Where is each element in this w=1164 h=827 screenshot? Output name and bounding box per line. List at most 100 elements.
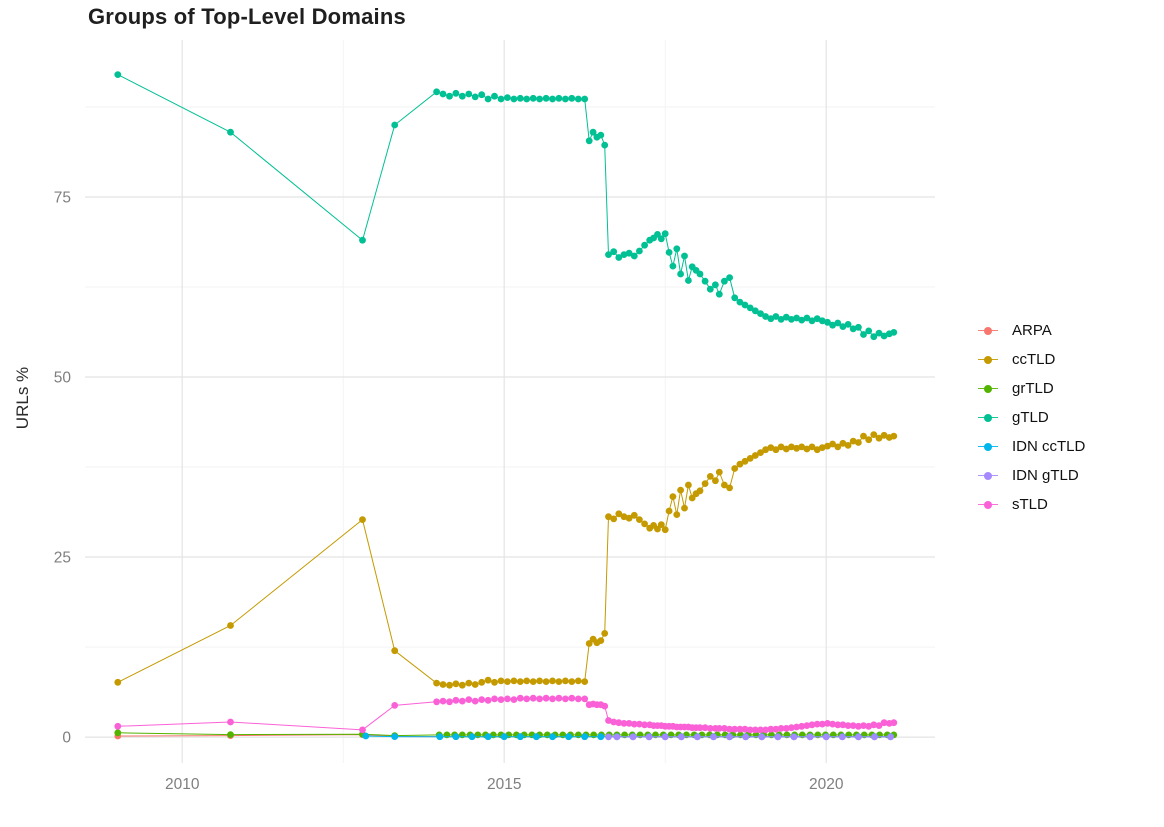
data-point-cctld: [803, 445, 811, 453]
data-point-cctld: [824, 442, 831, 450]
data-point-stld: [446, 698, 453, 706]
data-point-gtld: [452, 89, 460, 97]
data-point-cctld: [880, 431, 888, 439]
data-point-idn-gtld: [661, 733, 669, 741]
data-point-stld: [855, 722, 862, 730]
data-point-cctld: [726, 484, 733, 492]
series-line-cctld: [117, 433, 894, 686]
y-tick-label: 75: [54, 190, 71, 207]
data-point-cctld: [458, 681, 466, 689]
data-point-idn-cctld: [468, 733, 476, 741]
data-point-stld: [701, 724, 709, 732]
data-point-gtld: [657, 235, 665, 243]
data-point-gtld: [736, 298, 744, 306]
data-point-gtld: [484, 95, 492, 103]
data-point-stld: [484, 696, 492, 704]
data-point-cctld: [601, 630, 609, 637]
data-point-gtld: [726, 274, 733, 281]
data-point-gtld: [549, 95, 556, 103]
data-point-cctld: [549, 677, 556, 685]
legend-label: ccTLD: [1012, 351, 1056, 368]
data-point-gtld: [523, 95, 531, 103]
data-point-stld: [777, 725, 785, 732]
data-point-gtld: [581, 95, 589, 103]
data-point-stld: [504, 695, 511, 703]
data-point-stld: [880, 719, 888, 727]
legend-item-idn-gtld[interactable]: IDN gTLD: [976, 461, 1085, 490]
data-point-cctld: [865, 436, 873, 444]
data-point-cctld: [712, 477, 719, 485]
legend-item-cctld[interactable]: ccTLD: [976, 345, 1085, 374]
data-point-idn-cctld: [452, 733, 460, 741]
data-point-cctld: [484, 676, 492, 684]
data-point-stld: [359, 726, 366, 734]
data-point-gtld: [641, 241, 648, 249]
data-point-stld: [601, 702, 609, 710]
data-point-cctld: [798, 443, 806, 451]
legend-item-arpa[interactable]: ARPA: [976, 316, 1085, 345]
data-point-grtld: [559, 731, 567, 739]
legend-item-grtld[interactable]: grTLD: [976, 374, 1085, 403]
data-point-stld: [870, 721, 878, 729]
data-point-cctld: [574, 677, 582, 685]
data-point-idn-cctld: [516, 733, 524, 741]
data-point-cctld: [641, 520, 648, 528]
series-line-stld: [117, 697, 894, 731]
data-point-gtld: [798, 316, 806, 324]
legend-label: grTLD: [1012, 380, 1054, 397]
data-point-idn-gtld: [774, 733, 782, 741]
data-point-gtld: [597, 131, 605, 139]
data-point-gtld: [696, 270, 704, 278]
data-point-gtld: [227, 128, 234, 136]
data-point-stld: [549, 695, 556, 703]
data-point-cctld: [762, 446, 769, 454]
data-point-cctld: [777, 443, 785, 451]
data-point-cctld: [701, 480, 709, 487]
data-point-idn-gtld: [742, 733, 750, 741]
data-point-stld: [620, 720, 628, 727]
data-point-idn-gtld: [871, 733, 878, 741]
data-point-gtld: [880, 332, 888, 340]
data-point-cctld: [793, 444, 800, 452]
data-point-stld: [762, 726, 769, 734]
data-point-cctld: [529, 678, 537, 685]
data-point-cctld: [615, 510, 623, 518]
data-point-gtld: [772, 313, 780, 320]
data-point-gtld: [865, 327, 873, 335]
data-point-stld: [767, 725, 775, 733]
legend-item-gtld[interactable]: gTLD: [976, 403, 1085, 432]
data-point-stld: [471, 697, 479, 705]
data-point-stld: [741, 725, 749, 733]
data-point-cctld: [788, 443, 795, 451]
data-point-stld: [731, 725, 739, 733]
data-point-idn-gtld: [855, 733, 862, 741]
data-point-stld: [465, 696, 473, 703]
data-point-gtld: [439, 90, 447, 98]
data-point-cctld: [359, 516, 366, 523]
data-point-idn-cctld: [581, 733, 589, 741]
data-point-gtld: [834, 319, 842, 327]
data-point-stld: [818, 720, 826, 728]
data-point-cctld: [657, 521, 665, 528]
data-point-gtld: [636, 247, 643, 255]
data-point-idn-cctld: [500, 733, 508, 741]
data-point-cctld: [844, 442, 852, 449]
data-point-gtld: [855, 323, 862, 331]
data-point-stld: [844, 722, 852, 729]
data-point-cctld: [860, 432, 867, 440]
legend-item-stld[interactable]: sTLD: [976, 490, 1085, 519]
data-point-stld: [849, 722, 857, 729]
legend-item-idn-cctld[interactable]: IDN ccTLD: [976, 432, 1085, 461]
data-point-cctld: [731, 465, 739, 472]
data-point-stld: [610, 718, 618, 726]
data-point-stld: [641, 721, 648, 729]
data-point-gtld: [818, 317, 826, 325]
legend-key-icon: [976, 468, 1000, 484]
data-point-stld: [715, 725, 723, 732]
data-point-cctld: [555, 678, 563, 685]
y-tick-label: 0: [62, 730, 71, 747]
data-point-stld: [798, 722, 806, 730]
data-point-stld: [536, 695, 543, 703]
data-point-stld: [808, 721, 816, 729]
